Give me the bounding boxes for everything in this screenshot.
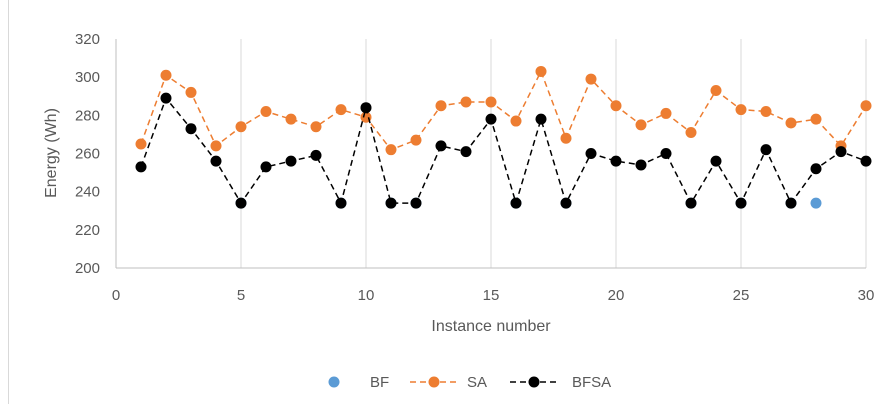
data-point-sa	[410, 134, 422, 146]
data-point-bfsa	[485, 113, 497, 125]
data-point-bfsa	[335, 197, 347, 209]
data-point-sa	[560, 132, 572, 144]
data-point-sa	[635, 119, 647, 131]
data-point-bfsa	[610, 155, 622, 167]
data-point-bfsa	[435, 140, 447, 152]
legend-item-bfsa: BFSA	[510, 374, 611, 391]
x-tick-label: 30	[858, 287, 875, 304]
data-point-bfsa	[835, 146, 847, 158]
data-point-bfsa	[210, 155, 222, 167]
y-tick-label: 260	[75, 146, 100, 163]
y-axis-title: Energy (Wh)	[43, 108, 60, 198]
data-point-sa	[260, 106, 272, 118]
data-point-bfsa	[410, 197, 422, 209]
data-point-sa	[210, 140, 222, 152]
data-point-sa	[710, 85, 722, 97]
data-point-sa	[460, 96, 472, 108]
series-bf	[235, 197, 822, 209]
data-point-bfsa	[560, 197, 572, 209]
data-point-bfsa	[660, 148, 672, 159]
grid	[240, 39, 867, 268]
legend-item-sa: SA	[410, 374, 487, 391]
x-tick-label: 10	[358, 287, 375, 304]
data-point-bfsa	[585, 148, 597, 159]
x-tick-label: 25	[733, 287, 750, 304]
data-point-bfsa	[260, 161, 272, 173]
data-point-sa	[735, 104, 747, 116]
legend-marker	[428, 376, 440, 388]
data-point-bfsa	[785, 197, 797, 209]
x-axis-title: Instance number	[431, 318, 551, 335]
chart-frame	[8, 0, 885, 404]
series	[135, 65, 872, 209]
y-tick-label: 220	[75, 222, 100, 239]
data-point-bfsa	[460, 146, 472, 158]
series-sa	[135, 65, 872, 156]
data-point-sa	[685, 127, 697, 139]
legend-label: BFSA	[572, 374, 611, 391]
data-point-bf	[810, 197, 822, 209]
data-point-bfsa	[860, 155, 872, 167]
data-point-sa	[435, 100, 447, 112]
data-point-sa	[610, 100, 622, 112]
data-point-sa	[860, 100, 872, 112]
data-point-bfsa	[735, 197, 747, 209]
data-point-bfsa	[535, 113, 547, 125]
series-bfsa	[135, 92, 872, 209]
series-line-bfsa	[140, 96, 867, 206]
x-tick-label: 15	[483, 287, 500, 304]
data-point-sa	[660, 107, 672, 119]
series-line-sa	[140, 69, 867, 151]
data-point-bfsa	[710, 155, 722, 167]
data-point-sa	[160, 69, 172, 81]
data-point-sa	[335, 104, 347, 116]
data-point-sa	[310, 121, 322, 133]
data-point-bfsa	[385, 197, 397, 209]
y-tick-label: 320	[75, 31, 100, 48]
data-point-bfsa	[235, 197, 247, 209]
legend-marker	[328, 376, 340, 388]
data-point-sa	[185, 86, 197, 98]
x-tick-label: 5	[237, 287, 245, 304]
data-point-bfsa	[360, 102, 372, 114]
data-point-bfsa	[635, 159, 647, 171]
data-point-bfsa	[160, 92, 172, 104]
data-point-sa	[760, 106, 772, 118]
data-point-bfsa	[285, 155, 297, 167]
legend-marker	[528, 376, 540, 388]
legend-item-bf: BF	[328, 374, 389, 391]
data-point-bfsa	[760, 144, 772, 156]
y-tick-label: 200	[75, 260, 100, 277]
data-point-sa	[285, 113, 297, 125]
data-point-bfsa	[685, 197, 697, 209]
data-point-sa	[235, 121, 247, 133]
data-point-bfsa	[810, 163, 822, 175]
data-point-sa	[135, 138, 147, 150]
data-point-bfsa	[135, 161, 147, 173]
legend-label: SA	[467, 374, 487, 391]
data-point-sa	[810, 113, 822, 125]
data-point-sa	[510, 115, 522, 127]
data-point-sa	[385, 144, 397, 156]
data-point-sa	[535, 65, 547, 77]
data-point-bfsa	[310, 149, 322, 161]
y-tick-label: 240	[75, 184, 100, 201]
x-tick-label: 0	[112, 287, 120, 304]
data-point-sa	[785, 117, 797, 129]
legend: BF SA BFSA	[328, 374, 611, 391]
data-point-sa	[485, 96, 497, 108]
axes: 0 5 10 15 20 25 30 200 220 240 260 280 300 320	[75, 31, 874, 304]
x-tick-label: 20	[608, 287, 625, 304]
y-tick-label: 280	[75, 107, 100, 124]
data-point-bfsa	[185, 123, 197, 135]
data-point-sa	[585, 73, 597, 85]
y-tick-label: 300	[75, 69, 100, 86]
legend-label: BF	[370, 374, 389, 391]
data-point-bfsa	[510, 197, 522, 209]
